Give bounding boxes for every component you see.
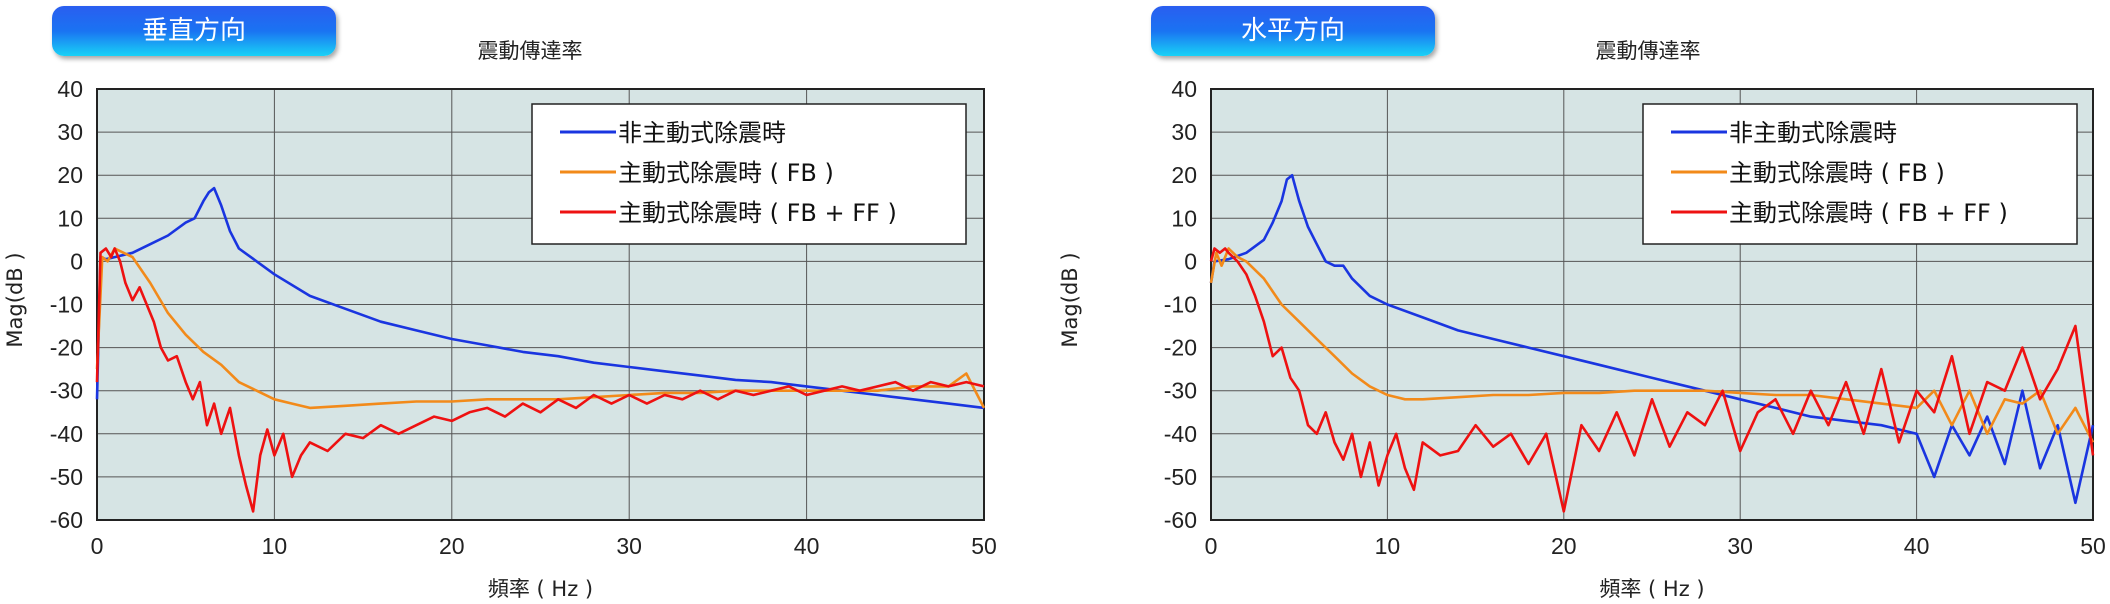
x-tick-label: 20 [439,533,465,559]
x-tick-label: 40 [1904,533,1930,559]
y-tick-label: -30 [1164,378,1197,404]
series-line-0 [1209,173,2095,505]
plot-frame [96,88,985,521]
legend-label-2: 主動式除震時 ( FB + FF ) [1729,199,2008,227]
x-tick-label: 20 [1551,533,1577,559]
y-tick-label: -10 [1164,292,1197,318]
legend-box [531,103,967,245]
vertical-direction-tag: 垂直方向 [52,6,336,56]
vertical-transmissibility-chart: 40 30 20 10 0 -10 -20 -30 -40 -50 -60 0 10 20 30 40 50 震動… [3,39,997,601]
x-tick-label: 40 [794,533,820,559]
y-tick-label: -60 [1164,507,1197,533]
y-tick-label: 40 [1171,76,1197,102]
horizontal-transmissibility-chart: 40 30 20 10 0 -10 -20 -30 -40 -50 -60 0 10 20 30 40 50 震動… [1058,39,2106,601]
y-tick-label: 20 [57,162,83,188]
y-tick-label: -50 [1164,464,1197,490]
y-tick-label: 40 [57,76,83,102]
series-line-2 [1209,247,2095,513]
series-line-1 [1209,247,2095,443]
chart-title: 震動傳達率 [478,39,583,63]
series-line-1 [95,247,986,410]
y-tick-label: -40 [1164,421,1197,447]
series-line-2 [95,247,985,513]
legend-box [1642,103,2078,245]
x-tick-label: 30 [1727,533,1753,559]
legend-label-0: 非主動式除震時 [1729,119,1897,147]
plot-frame [1210,88,2094,521]
y-axis-label: Mag(dB ) [1058,252,1082,347]
y-tick-label: 10 [57,205,83,231]
legend-label-0: 非主動式除震時 [618,119,786,147]
x-tick-label: 0 [1205,533,1218,559]
legend-label-1: 主動式除震時 ( FB ) [618,159,834,187]
y-tick-label: 0 [70,248,83,274]
vertical-chart-panel: 垂直方向 40 30 20 10 0 -10 -20 -30 -40 -50 -60 0 10 20 30 4… [3,6,997,601]
y-axis-label: Mag(dB ) [3,252,27,347]
y-tick-label: -30 [50,378,83,404]
legend-label-1: 主動式除震時 ( FB ) [1729,159,1945,187]
y-tick-label: -10 [50,292,83,318]
y-tick-label: 30 [57,119,83,145]
y-tick-label: -40 [50,421,83,447]
y-tick-label: -20 [1164,335,1197,361]
legend-label-2: 主動式除震時 ( FB + FF ) [618,199,897,227]
y-tick-label: -60 [50,507,83,533]
x-tick-label: 50 [971,533,997,559]
y-tick-label: -50 [50,464,83,490]
y-tick-label: 30 [1171,119,1197,145]
chart-title: 震動傳達率 [1596,39,1701,63]
horizontal-chart-panel: 水平方向 40 30 20 10 0 -10 -20 -30 -40 -50 -60 0 10 20 30 4… [1055,0,2110,604]
series-line-0 [95,186,985,410]
x-tick-label: 50 [2080,533,2106,559]
x-tick-label: 10 [1375,533,1401,559]
x-tick-label: 30 [616,533,642,559]
x-axis-label: 頻率 ( Hz ) [1599,577,1704,601]
y-tick-label: 20 [1171,162,1197,188]
y-tick-label: 0 [1184,248,1197,274]
x-tick-label: 0 [91,533,104,559]
x-tick-label: 10 [262,533,288,559]
y-tick-label: -20 [50,335,83,361]
horizontal-direction-tag: 水平方向 [1151,6,1435,56]
y-tick-label: 10 [1171,205,1197,231]
x-axis-label: 頻率 ( Hz ) [488,577,593,601]
